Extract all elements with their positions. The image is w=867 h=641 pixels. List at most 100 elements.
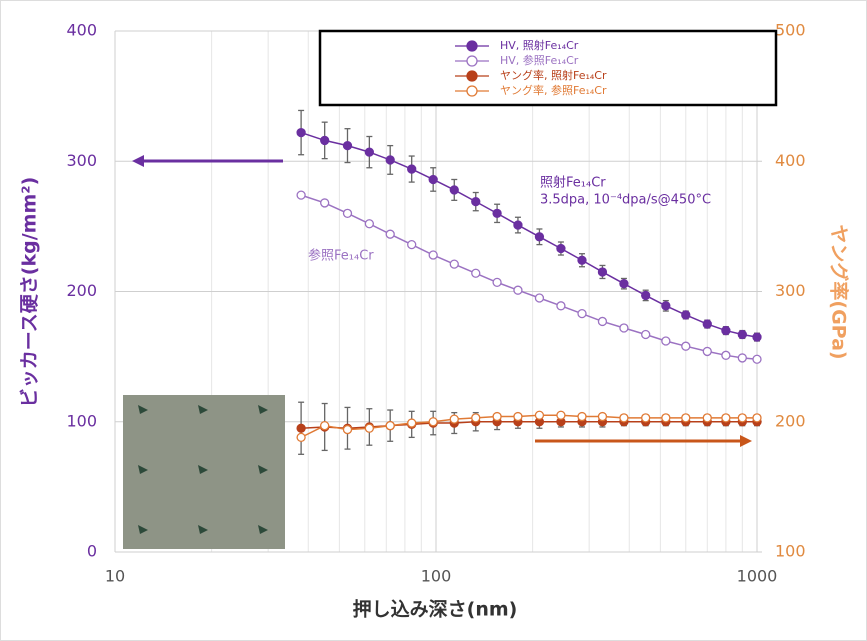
point: [428, 250, 438, 260]
point: [492, 277, 502, 288]
y-tick-label: 100: [66, 411, 97, 430]
point: [702, 346, 712, 357]
point: [449, 185, 459, 195]
point: [619, 413, 629, 423]
point: [721, 325, 731, 336]
point: [471, 196, 481, 207]
y-tick-label: 300: [66, 151, 97, 170]
y2-tick-label: 400: [775, 151, 806, 170]
point: [661, 336, 671, 346]
point: [513, 411, 523, 422]
point: [619, 323, 629, 333]
point: [577, 411, 587, 422]
point: [681, 341, 691, 351]
point: [385, 421, 395, 431]
point: [641, 413, 651, 423]
point: [534, 410, 545, 420]
legend-label: ヤング率, 照射Fe₁₄Cr: [500, 68, 607, 82]
point: [471, 413, 481, 423]
point: [702, 413, 712, 423]
series: [296, 190, 762, 364]
x-tick-label: 100: [421, 567, 452, 586]
point: [492, 208, 502, 219]
indents: [138, 405, 268, 534]
y-tick-label: 400: [66, 21, 97, 40]
point: [449, 414, 459, 424]
point: [407, 418, 417, 428]
arrowhead: [740, 435, 752, 447]
point: [296, 190, 306, 200]
x-tick-label: 1000: [737, 567, 778, 586]
arrowhead: [132, 155, 144, 167]
point: [364, 219, 375, 229]
point: [641, 329, 651, 340]
point: [364, 423, 375, 433]
legend-marker: [466, 55, 478, 67]
point: [385, 155, 395, 165]
point: [597, 267, 608, 277]
point: [681, 310, 691, 320]
point: [556, 243, 566, 254]
x-tick-label: 10: [105, 567, 125, 586]
point: [364, 147, 375, 157]
point: [407, 239, 417, 250]
annotation: 3.5dpa, 10⁻⁴dpa/s@450°C: [540, 193, 711, 208]
point: [681, 413, 691, 423]
point: [534, 232, 545, 242]
point: [342, 208, 353, 219]
point: [492, 411, 502, 422]
y-axis-title: ビッカース硬さ(kg/mm²): [19, 177, 41, 408]
point: [597, 411, 608, 422]
point: [661, 413, 671, 423]
point: [556, 410, 566, 420]
legend-label: ヤング率, 参照Fe₁₄Cr: [500, 83, 607, 97]
y-tick-label: 0: [87, 542, 97, 561]
legend-marker: [466, 70, 478, 82]
legend: [318, 29, 778, 107]
series: [296, 109, 762, 342]
point: [449, 259, 459, 269]
point: [577, 308, 587, 319]
legend-marker: [466, 85, 478, 97]
legend-label: HV, 参照Fe₁₄Cr: [500, 53, 579, 67]
point: [513, 285, 523, 295]
y-tick-label: 200: [66, 281, 97, 300]
point: [385, 229, 395, 239]
point: [513, 220, 523, 230]
point: [534, 293, 545, 303]
point: [320, 135, 330, 146]
y2-axis-title: ヤング率(GPa): [828, 224, 851, 359]
annotation: 照射Fe₁₄Cr: [540, 175, 606, 191]
point: [702, 319, 712, 329]
arrows: [132, 155, 752, 447]
series: [296, 410, 762, 443]
point: [597, 316, 608, 327]
point: [342, 424, 353, 435]
inset-photo: [123, 395, 285, 549]
point: [721, 350, 731, 360]
y2-tick-label: 500: [775, 21, 806, 40]
point: [296, 127, 306, 138]
point: [752, 413, 762, 423]
point: [407, 164, 417, 174]
point: [752, 332, 762, 342]
point: [737, 353, 747, 363]
point: [577, 255, 587, 265]
point: [342, 140, 353, 151]
point: [737, 329, 747, 340]
x-axis-title: 押し込み深さ(nm): [353, 598, 518, 621]
point: [296, 423, 306, 433]
legend-label: HV, 照射Fe₁₄Cr: [500, 38, 579, 52]
point: [752, 354, 762, 364]
legend-marker: [466, 40, 478, 52]
point: [296, 432, 306, 443]
point: [619, 279, 629, 289]
point: [471, 268, 481, 278]
point: [721, 413, 731, 423]
point: [661, 301, 671, 311]
y2-tick-label: 200: [775, 411, 806, 430]
point: [556, 301, 566, 311]
point: [737, 413, 747, 423]
point: [428, 417, 438, 427]
